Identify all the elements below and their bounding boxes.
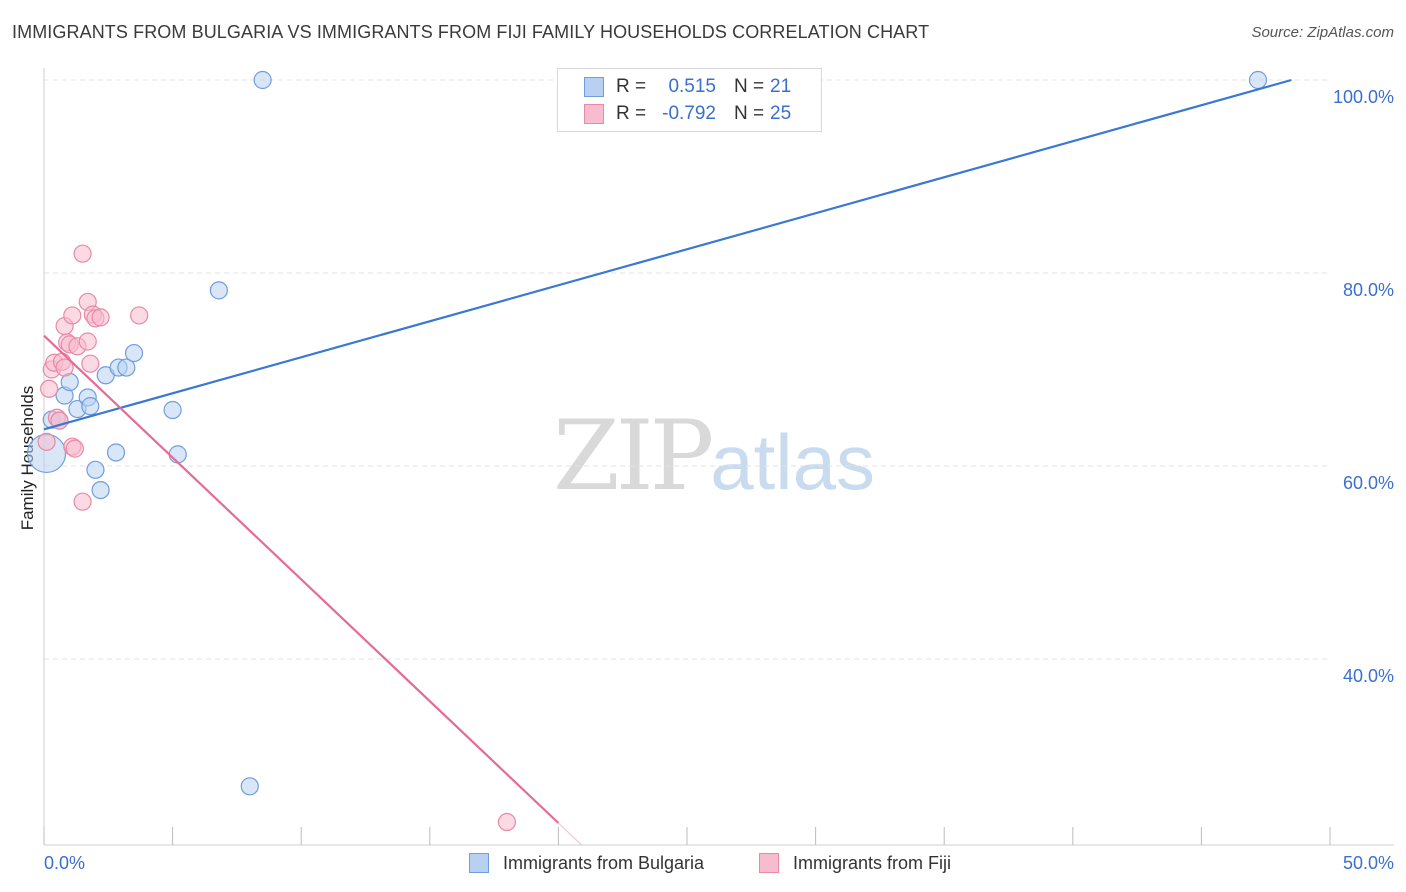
point-bulgaria [240,777,259,796]
data-points [26,70,1268,832]
series-name-bulgaria: Immigrants from Bulgaria [503,853,705,873]
trend-line-fiji-extension [557,822,582,846]
point-bulgaria [1248,70,1268,90]
legend-swatch-bulgaria [469,853,489,873]
y-tick-label: 80.0% [1342,279,1394,300]
legend-r-label: R = [616,76,647,97]
watermark-zip: ZIP [553,400,714,512]
stats-legend: R = 0.515 N = 21 R = -0.792 N = 25 [557,68,822,132]
y-tick-label: 100.0% [1332,87,1394,107]
point-bulgaria [81,397,100,416]
legend-n-value: 21 [770,76,792,97]
x-tick-label-min: 0.0% [44,853,86,873]
source-label: Source: ZipAtlas.com [1251,24,1394,41]
y-tick-label: 40.0% [1342,665,1394,686]
point-fiji [37,432,56,451]
point-fiji [73,492,92,511]
point-bulgaria [106,443,126,462]
point-fiji [497,812,517,832]
point-fiji [55,358,74,377]
point-fiji [78,332,97,351]
point-fiji [130,306,149,325]
point-bulgaria [253,70,272,90]
legend-swatch-bulgaria [584,77,604,97]
legend-r-value: 0.515 [668,76,716,97]
watermark: ZIPatlas [553,400,875,512]
point-fiji [91,308,110,327]
legend-n-label: N = [734,103,765,124]
point-fiji [63,306,82,325]
y-tick-label: 60.0% [1342,472,1394,493]
legend-r-value: -0.792 [662,103,716,124]
point-bulgaria [86,460,105,479]
legend-n-value: 25 [770,103,792,124]
point-bulgaria [209,281,228,300]
legend-n-label: N = [734,76,765,97]
point-bulgaria [91,480,110,500]
legend-row-fiji: R = -0.792 N = 25 [558,101,821,127]
series-name-fiji: Immigrants from Fiji [793,853,952,873]
point-fiji [73,244,92,263]
point-bulgaria [117,358,136,377]
grid-lines [44,79,1330,660]
point-bulgaria [168,445,187,464]
x-tick-label-max: 50.0% [1342,853,1394,873]
legend-row-bulgaria: R = 0.515 N = 21 [558,74,821,100]
point-fiji [65,439,84,458]
watermark-atlas: atlas [710,418,875,506]
legend-swatch-fiji [584,104,604,124]
trend-line-fiji [43,334,560,824]
chart-title: IMMIGRANTS FROM BULGARIA VS IMMIGRANTS F… [12,22,930,42]
legend-swatch-fiji [759,853,779,873]
trend-line-bulgaria [43,78,1292,431]
point-fiji [40,379,59,398]
point-bulgaria [124,343,144,363]
axes [43,68,1394,846]
point-bulgaria [163,400,182,420]
legend-r-label: R = [616,103,647,124]
trend-lines [43,78,1292,846]
point-fiji [81,354,100,373]
